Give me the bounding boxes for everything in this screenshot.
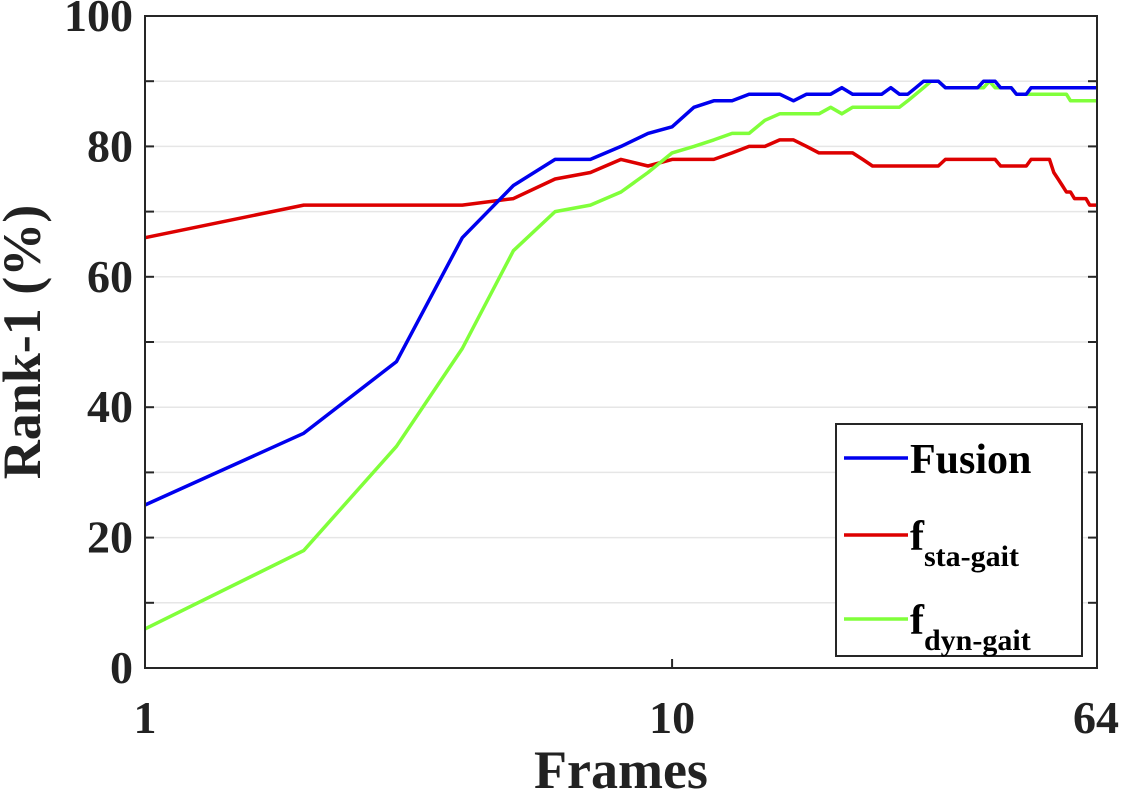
series-line-fusion bbox=[144, 79, 1097, 507]
x-tick-label: 1 bbox=[134, 692, 157, 743]
legend-items: Fusion fsta-gait fdyn-gait bbox=[844, 437, 1031, 657]
grid-lines bbox=[145, 80, 1097, 604]
y-tick-label: 80 bbox=[87, 120, 133, 171]
legend-label: fsta-gait bbox=[910, 514, 1019, 573]
x-tick-label: 10 bbox=[649, 692, 695, 743]
y-tick-label: 100 bbox=[64, 0, 133, 41]
y-tick-label: 40 bbox=[87, 381, 133, 432]
y-tick-label: 20 bbox=[87, 512, 133, 563]
y-axis-title: Rank-1 (%) bbox=[0, 205, 52, 480]
tick-labels: 0 20 40 60 80 100 1 10 64 bbox=[64, 0, 1119, 743]
y-tick-label: 60 bbox=[87, 251, 133, 302]
x-axis-title: Frames bbox=[534, 740, 708, 795]
legend-label: fdyn-gait bbox=[910, 598, 1031, 657]
y-tick-label: 0 bbox=[110, 642, 133, 693]
axis-ticks bbox=[144, 80, 1098, 668]
legend: Fusion fsta-gait fdyn-gait bbox=[835, 423, 1083, 657]
series-lines bbox=[144, 79, 1097, 631]
x-tick-label: 64 bbox=[1073, 692, 1119, 743]
legend-label: Fusion bbox=[910, 437, 1031, 483]
series-line-sta-gait bbox=[144, 138, 1097, 240]
